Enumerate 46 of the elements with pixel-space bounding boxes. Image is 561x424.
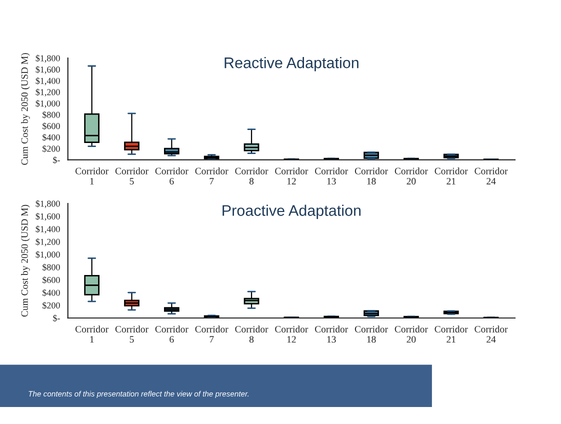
x-tick-label: Corridor 8 [235, 167, 268, 184]
x-tick-label: Corridor 21 [434, 167, 468, 184]
y-tick-label: $800 [42, 264, 60, 271]
y-tick-label: $1,400 [36, 226, 60, 234]
y-tick-label: $400 [42, 134, 60, 142]
x-tick-label: Corridor 1 [75, 326, 108, 343]
y-axis-title: Cum Cost by 2050 (USD M) [21, 53, 30, 165]
x-tick-label: Corridor 7 [195, 326, 228, 343]
x-tick-label: Corridor 18 [354, 326, 388, 343]
x-tick-label: Corridor 20 [394, 167, 428, 184]
y-tick-label: $200 [42, 302, 60, 310]
x-tick-label: Corridor 1 [75, 167, 108, 184]
y-tick-label: $- [53, 156, 60, 164]
x-tick-label: Corridor 24 [474, 326, 508, 343]
x-tick-label: Corridor 5 [115, 167, 148, 184]
x-tick-label: Corridor 21 [434, 326, 468, 343]
y-tick-label: $1,800 [36, 54, 60, 63]
chart-title: Reactive Adaptation [224, 57, 358, 72]
x-tick-label: Corridor 24 [474, 167, 508, 184]
x-tick-label: Corridor 13 [315, 326, 348, 343]
y-tick-label: $400 [42, 289, 60, 296]
y-tick-label: $- [53, 314, 60, 322]
y-tick-label: $800 [42, 111, 60, 118]
y-tick-label: $600 [42, 122, 60, 130]
x-tick-label: Corridor 6 [155, 326, 188, 343]
x-tick-label: Corridor 12 [275, 326, 308, 343]
y-tick-label: $1,600 [36, 212, 60, 221]
y-tick-label: $200 [42, 145, 60, 152]
x-tick-label: Corridor 5 [115, 326, 148, 343]
y-tick-label: $1,000 [36, 100, 60, 108]
y-tick-label: $1,800 [36, 200, 60, 208]
x-tick-label: Corridor 13 [315, 167, 348, 184]
y-axis-title: Cum Cost by 2050 (USD M) [21, 204, 30, 317]
y-tick-label: $1,600 [36, 66, 60, 74]
x-tick-label: Corridor 8 [235, 326, 268, 343]
y-tick-label: $1,200 [36, 238, 60, 246]
x-tick-label: Corridor 20 [394, 326, 428, 343]
x-tick-label: Corridor 18 [354, 167, 388, 184]
chart-title: Proactive Adaptation [222, 204, 361, 219]
x-tick-label: Corridor 12 [275, 167, 308, 184]
y-tick-label: $1,200 [36, 88, 60, 97]
x-tick-label: Corridor 6 [155, 167, 188, 184]
y-tick-label: $1,000 [36, 250, 60, 259]
y-tick-label: $1,400 [36, 77, 60, 86]
x-tick-label: Corridor 7 [195, 167, 228, 184]
y-tick-label: $600 [42, 276, 60, 284]
